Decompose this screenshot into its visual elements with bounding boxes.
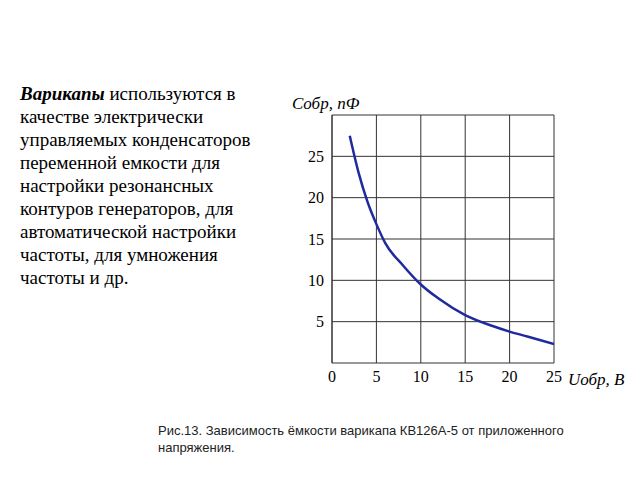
svg-text:0: 0 — [328, 368, 336, 385]
svg-text:15: 15 — [457, 368, 473, 385]
svg-text:25: 25 — [546, 368, 562, 385]
svg-text:25: 25 — [308, 148, 324, 165]
svg-text:20: 20 — [502, 368, 518, 385]
html-text:Рис.13. Зависимость ёмкости ва: Рис.13. Зависимость ёмкости варикапа КВ1… — [158, 423, 564, 455]
svg-text:20: 20 — [308, 189, 324, 206]
svg-text:5: 5 — [372, 368, 380, 385]
html-text:Варикапы используются в качест: Варикапы используются в качестве электри… — [20, 83, 251, 288]
html-text:Cобр, пФ: Cобр, пФ — [292, 94, 360, 113]
svg-text:10: 10 — [308, 272, 324, 289]
svg-text:5: 5 — [316, 313, 324, 330]
svg-text:10: 10 — [413, 368, 429, 385]
html-text:Uобр, В: Uобр, В — [568, 370, 625, 389]
svg-text:15: 15 — [308, 231, 324, 248]
